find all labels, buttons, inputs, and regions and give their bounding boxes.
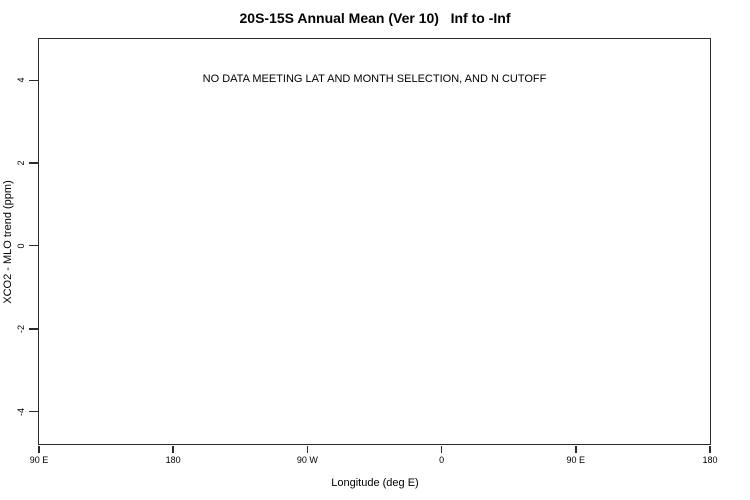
chart-title: 20S-15S Annual Mean (Ver 10) Inf to -Inf: [239, 10, 511, 26]
y-tick-label: 0: [16, 243, 26, 249]
x-tick-label: 180: [165, 455, 181, 465]
y-tick-mark: [29, 79, 38, 82]
x-tick-mark: [440, 445, 443, 453]
x-tick-label: 180: [702, 455, 718, 465]
y-axis-label: XCO2 - MLO trend (ppm): [2, 180, 14, 304]
y-tick-mark: [29, 162, 38, 164]
y-tick-label: 2: [16, 160, 26, 166]
y-tick-mark: [29, 410, 38, 413]
x-tick-mark: [38, 445, 40, 453]
x-tick-mark: [575, 445, 577, 453]
x-tick-label: 90 W: [296, 455, 318, 465]
y-tick-label: -4: [16, 407, 26, 416]
y-tick-label: 4: [16, 77, 26, 83]
x-tick-mark: [306, 445, 309, 453]
x-tick-mark: [172, 445, 174, 453]
y-tick-mark: [29, 328, 38, 330]
x-tick-label: 90 E: [566, 455, 586, 465]
x-tick-mark: [709, 445, 711, 453]
x-axis-label: Longitude (deg E): [331, 477, 419, 489]
y-tick-label: -2: [16, 324, 26, 333]
x-tick-label: 0: [439, 455, 445, 465]
no-data-message: NO DATA MEETING LAT AND MONTH SELECTION,…: [202, 73, 547, 85]
x-tick-label: 90 E: [29, 455, 49, 465]
y-tick-mark: [29, 244, 38, 247]
plot-area: NO DATA MEETING LAT AND MONTH SELECTION,…: [16, 38, 718, 465]
